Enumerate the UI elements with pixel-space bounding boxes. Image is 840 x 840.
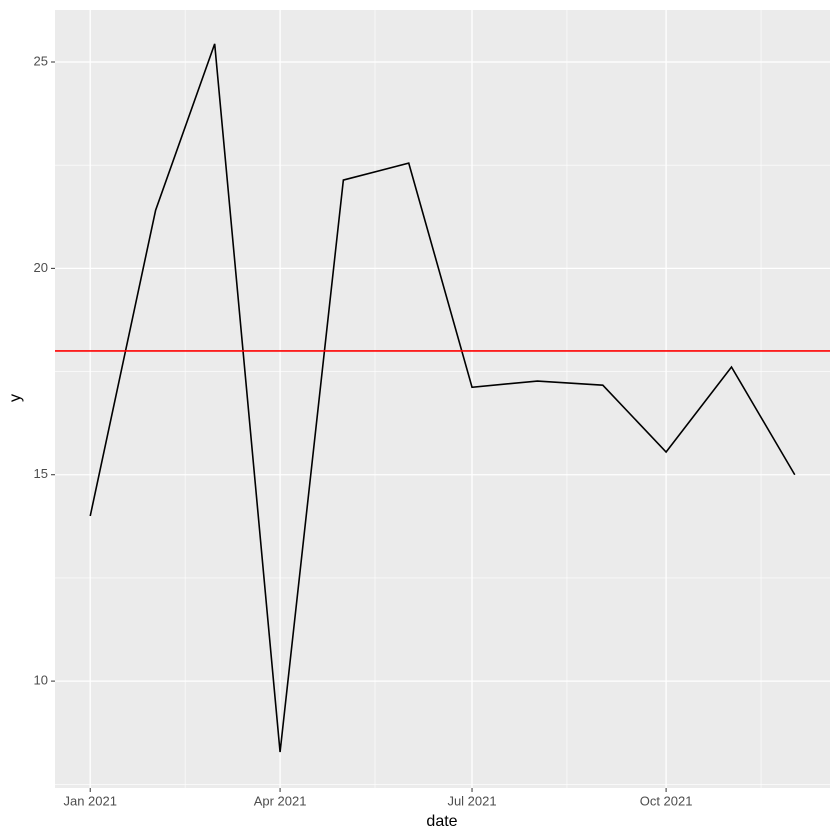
x-tick-label: Oct 2021 <box>640 793 693 808</box>
line <box>89 43 796 753</box>
x-tick-label: Apr 2021 <box>254 793 307 808</box>
y-tick-label: 15 <box>34 466 48 481</box>
y-tick-label: 20 <box>34 260 48 275</box>
x-tick-label: Jan 2021 <box>63 793 117 808</box>
y-tick-label: 25 <box>34 53 48 68</box>
x-tick-label: Jul 2021 <box>447 793 496 808</box>
y-tick-label: 10 <box>34 673 48 688</box>
panel <box>55 10 830 788</box>
x-axis-title: date <box>426 813 457 830</box>
y-axis-title: y <box>7 394 24 402</box>
